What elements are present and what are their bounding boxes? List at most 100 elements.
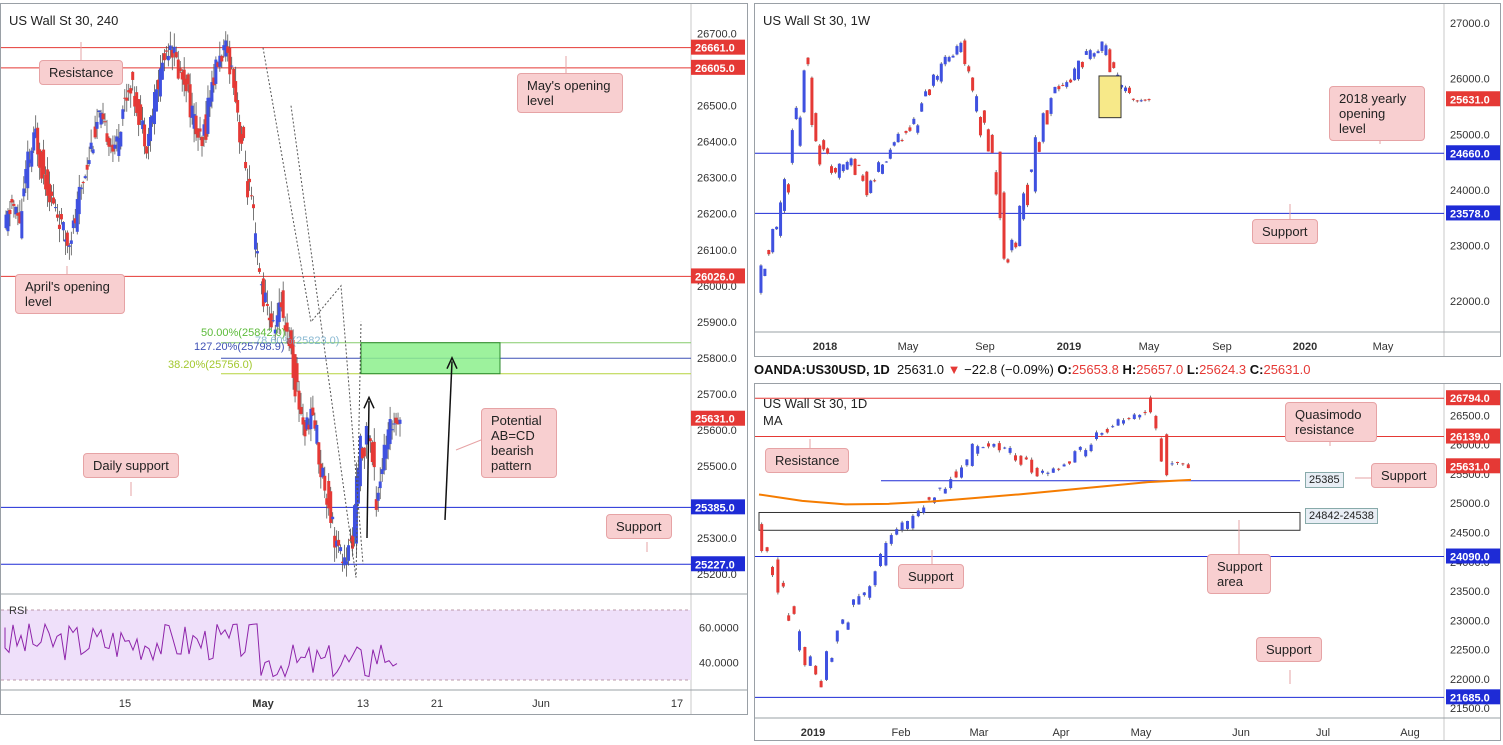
h4-candle [65,232,69,246]
d1-candle [825,651,828,680]
d1-candle [846,622,850,630]
w1-candle [1135,100,1139,102]
w1-candle [994,172,998,195]
header-o-label: O: [1057,362,1072,377]
h4-candle [299,406,303,414]
h4-candle [190,105,194,118]
h4-candle [127,90,131,93]
h4-candle [40,151,44,179]
d1-support-right-callout: Support [1371,463,1437,488]
d1-chart-panel: 26500.026000.025500.025000.024500.024000… [754,383,1501,741]
d1-candle [906,521,909,529]
abcd-zone [360,342,501,375]
h4-chart-title: US Wall St 30, 240 [9,13,119,28]
h4-candle [220,55,224,62]
w1-y-tick: 23000.0 [1450,241,1490,253]
h4-candle [341,561,345,563]
w1-candle [865,171,869,196]
h4-candle [119,131,123,147]
h4-candle [285,322,289,332]
w1-candle [1112,62,1116,68]
d1-x-tick: May [1131,727,1152,739]
h4-candle [131,71,135,80]
h4-support-callout: Support [606,514,672,539]
h4-candle [192,114,196,129]
h4-candle [319,463,323,478]
d1-candle [1062,464,1066,467]
h4-candle [69,240,73,244]
d1-candle [776,559,780,593]
w1-candle [943,56,947,65]
h4-x-tick: 17 [671,698,683,710]
h4-y-tick: 26400.0 [697,137,737,149]
w1-candle [990,134,994,153]
w1-candle [1022,193,1026,220]
d1-candle [1046,472,1050,474]
w1-candle [920,103,924,112]
fib-127-label: 127.20%(25798.9) [194,341,285,353]
h4-candle [228,47,232,75]
w1-yearly-callout: 2018 yearly opening level [1329,86,1425,141]
h4-candle [16,213,20,216]
h4-candle [305,417,309,430]
d1-candle [1030,459,1034,473]
w1-price-tag-bg [1446,91,1500,107]
h4-candle [339,547,343,552]
w1-candle [1041,113,1045,142]
h4-candle [354,476,358,544]
d1-candle [1170,463,1174,465]
h4-candle [109,145,113,147]
h4-candle [265,303,269,306]
h4-candle [360,448,364,459]
w1-candle [786,184,790,193]
h4-candle [147,133,151,146]
h4-candle [184,78,188,92]
d1-candle [862,592,866,596]
h4-candle [232,69,236,88]
d1-price-tag: 26794.0 [1450,393,1490,405]
h4-candle [57,224,61,229]
h4-candle [350,535,354,549]
w1-candle [833,168,837,173]
d1-x-tick: Feb [892,727,911,739]
w1-candle [861,175,865,181]
d1-candle [884,543,888,566]
w1-candle [931,74,935,86]
d1-candle [792,606,796,614]
w1-candle [1116,74,1120,76]
h4-y-tick: 25500.0 [697,461,737,473]
h4-candle [85,164,89,170]
h4-candle [287,338,291,347]
w1-candle [947,57,951,62]
h4-candle [48,183,52,203]
d1-candle [873,571,877,586]
d1-candle [938,487,942,489]
d1-candle [1068,461,1071,464]
h4-candle [107,137,111,147]
h4-candle [156,79,160,90]
h4-candle [137,99,141,125]
h4-candle [55,214,59,218]
h4-candle [93,126,97,138]
h4-candle [384,445,388,459]
h4-price-tag: 26661.0 [695,43,735,55]
w1-candle [841,164,845,172]
d1-price-tag-bg [1446,689,1500,705]
h4-y-tick: 26000.0 [697,281,737,293]
h4-candle [139,104,143,121]
h4-candle [103,121,107,123]
h4-april-open-callout: April's opening level [15,274,125,314]
d1-support-area-callout: Support area [1207,554,1271,594]
h4-candle [71,220,75,229]
d1-price-tag: 21685.0 [1450,692,1490,704]
w1-candle [986,129,990,152]
w1-candle [810,77,814,125]
h4-candle [154,89,158,112]
w1-x-tick: May [1373,341,1394,353]
header-symbol: OANDA:US30USD, 1D [754,362,890,377]
h4-candle [166,55,170,61]
h4-candle [81,181,85,184]
w1-candle [971,77,975,91]
up-arrow-icon [446,356,458,369]
h4-candle [214,59,218,84]
